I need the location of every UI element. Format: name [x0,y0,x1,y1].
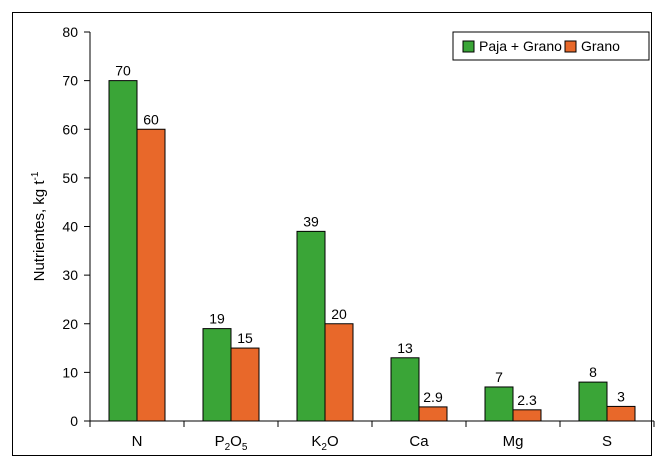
data-label: 13 [397,340,413,356]
y-tick-label: 20 [62,316,78,332]
y-tick-label: 60 [62,121,78,137]
bar [512,409,542,422]
x-tick-label: S [602,433,612,450]
data-label: 60 [143,111,159,127]
data-label: 70 [115,63,131,79]
data-label: 2.9 [423,389,443,405]
data-label: 7 [495,369,503,385]
y-tick-label: 50 [62,170,78,186]
x-tick-label: N [132,433,143,450]
x-tick-label: Ca [409,433,429,450]
data-label: 20 [331,306,347,322]
legend-swatch [462,40,475,53]
legend: Paja + Grano Grano [452,31,650,61]
legend-label: Paja + Grano [479,38,562,54]
bar [484,386,514,422]
bar [390,357,420,422]
y-tick-label: 0 [70,413,78,429]
y-tick-label: 30 [62,267,78,283]
data-label: 15 [237,330,253,346]
y-tick-label: 40 [62,219,78,235]
axes: 0 10 20 30 40 50 60 70 80 Nutrientes, kg t-1 N P2O5… [30,24,655,453]
y-tick-label: 10 [62,364,78,380]
data-label: 3 [617,388,625,404]
bar [230,347,260,422]
bar [606,405,636,422]
x-tick-label: K2O [311,433,338,453]
bar [578,381,608,422]
data-label: 8 [589,364,597,380]
legend-swatch [564,40,577,53]
y-tick-label: 70 [62,73,78,89]
legend-label: Grano [581,38,620,54]
data-label: 19 [209,311,225,327]
bar [296,230,326,422]
bar [202,328,232,422]
bar [418,406,448,422]
legend-box [452,31,650,61]
bar [324,323,354,422]
bar [136,128,166,422]
bar [108,80,138,422]
y-axis-label: Nutrientes, kg t-1 [30,171,48,281]
x-tick-label: Mg [503,433,524,450]
bars: 70 60 19 15 39 20 13 2.9 7 2.3 8 3 [108,63,636,422]
x-tick-label: P2O5 [215,433,248,453]
y-tick-label: 80 [62,24,78,40]
data-label: 39 [303,213,319,229]
data-label: 2.3 [517,392,537,408]
